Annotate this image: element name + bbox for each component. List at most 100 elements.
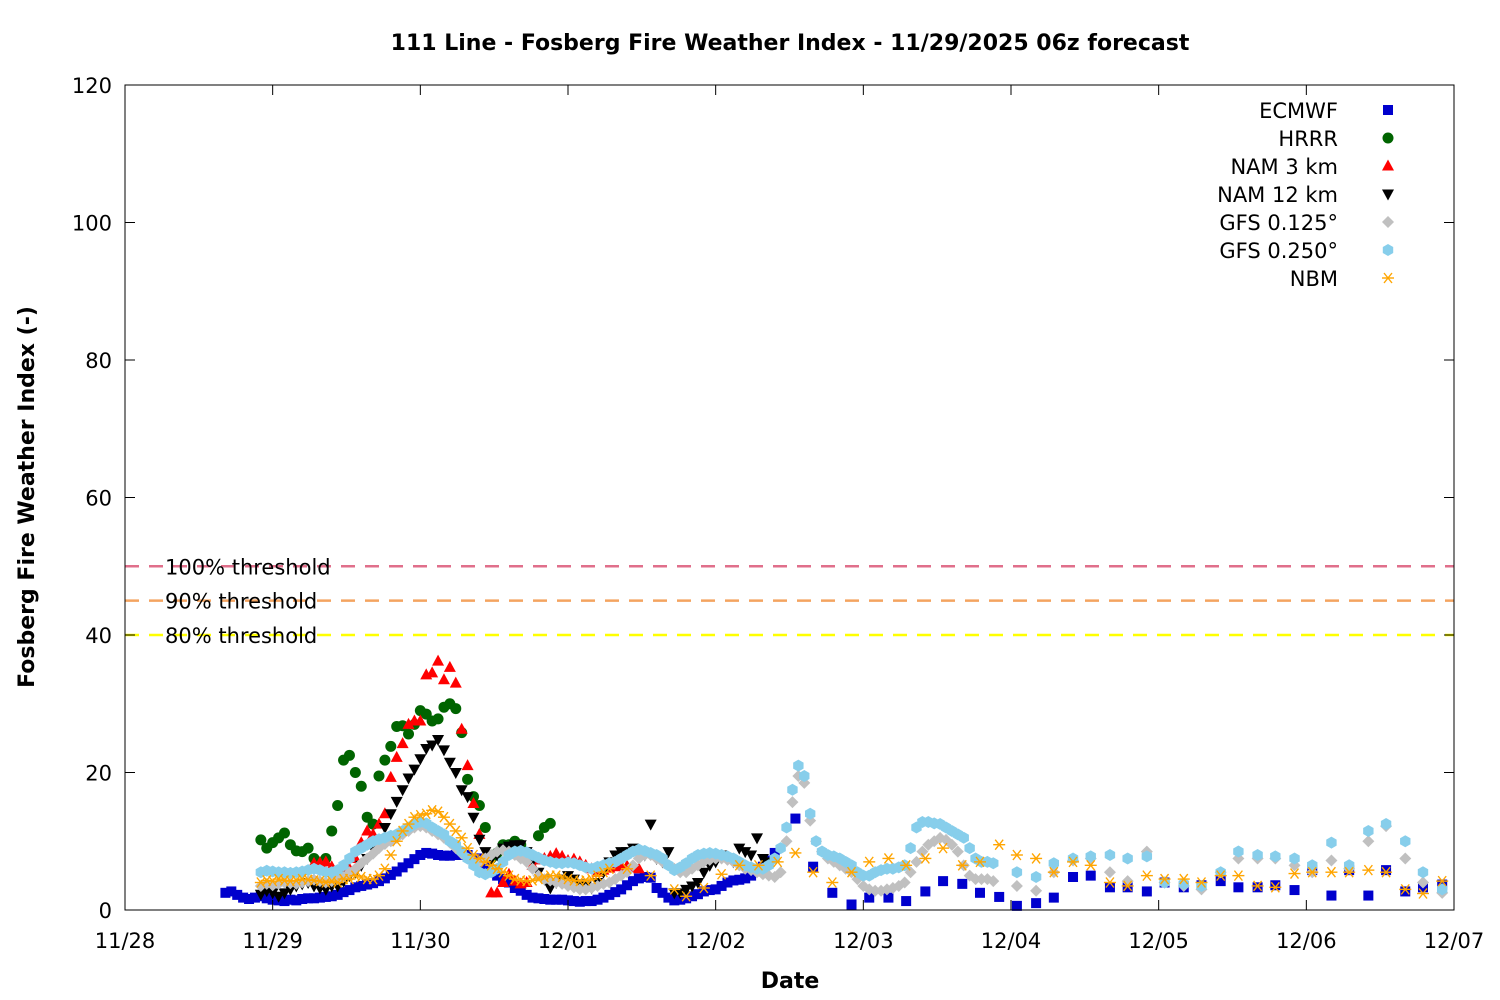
data-point	[1363, 890, 1374, 901]
data-point	[586, 896, 597, 907]
data-point	[443, 818, 456, 830]
data-point	[680, 884, 693, 896]
data-point	[644, 819, 657, 831]
data-point	[1195, 877, 1208, 888]
data-point	[1399, 883, 1412, 895]
data-point	[1325, 854, 1338, 867]
data-point	[910, 855, 923, 868]
data-point	[633, 873, 644, 884]
data-point	[1363, 824, 1374, 837]
data-point	[433, 850, 444, 860]
data-point	[1214, 870, 1227, 882]
data-point	[1141, 850, 1153, 863]
data-point	[503, 877, 514, 888]
data-point	[421, 847, 432, 858]
data-point	[580, 896, 591, 907]
data-point	[509, 883, 520, 893]
data-point	[1289, 885, 1300, 896]
data-point	[1233, 845, 1244, 858]
data-point	[384, 849, 397, 861]
chart-title: 111 Line - Fosberg Fire Weather Index - …	[391, 31, 1190, 56]
data-point	[1140, 870, 1153, 882]
data-point	[362, 879, 373, 890]
data-point	[272, 891, 285, 903]
data-point	[1400, 886, 1411, 897]
x-tick-label: 11/30	[390, 929, 451, 953]
data-point	[863, 856, 876, 868]
data-point	[919, 853, 932, 864]
data-point	[356, 880, 367, 891]
data-point	[385, 740, 397, 752]
data-point	[314, 892, 325, 903]
data-point	[432, 654, 445, 666]
data-point	[592, 894, 603, 905]
data-point	[267, 894, 278, 905]
y-tick-label: 20	[85, 762, 112, 786]
data-point	[905, 842, 916, 855]
y-tick-label: 100	[72, 212, 112, 236]
data-point	[461, 759, 474, 771]
data-point	[1325, 866, 1338, 878]
data-point	[622, 880, 633, 891]
data-point	[338, 887, 349, 898]
data-point	[1380, 818, 1392, 831]
data-point	[1289, 852, 1300, 865]
data-point	[409, 854, 420, 865]
data-point	[426, 740, 439, 752]
data-point	[787, 783, 798, 796]
data-point	[1010, 879, 1023, 892]
data-point	[350, 882, 361, 893]
data-point	[663, 892, 674, 903]
data-point	[1121, 880, 1134, 892]
data-point	[938, 876, 949, 887]
data-point	[598, 892, 609, 903]
legend-marker	[1382, 159, 1394, 171]
data-point	[775, 842, 786, 855]
legend-marker	[1382, 244, 1394, 256]
data-point	[739, 847, 752, 859]
data-point	[603, 863, 616, 875]
x-tick-label: 11/29	[242, 929, 303, 953]
data-point	[532, 830, 544, 842]
data-point	[1031, 898, 1042, 909]
threshold-lines: 100% threshold 90% threshold 80% threshold	[125, 555, 1454, 648]
data-point	[883, 892, 894, 903]
data-point	[450, 850, 461, 860]
data-point	[574, 896, 585, 907]
data-point	[420, 743, 433, 755]
data-point	[438, 850, 449, 861]
data-point	[467, 812, 480, 824]
threshold-label: 90% threshold	[165, 590, 317, 614]
data-point	[1251, 880, 1264, 892]
data-point	[680, 890, 693, 902]
data-point	[993, 839, 1006, 851]
data-point	[232, 889, 243, 900]
x-tick-label: 11/28	[95, 929, 156, 953]
data-point	[432, 806, 445, 818]
data-point	[297, 894, 308, 904]
x-axis-label: Date	[761, 969, 820, 994]
data-point	[455, 832, 468, 844]
data-point	[994, 891, 1005, 902]
data-point	[900, 859, 913, 871]
data-point	[415, 850, 426, 860]
data-point	[449, 768, 462, 779]
data-point	[1399, 852, 1412, 865]
data-point	[657, 887, 668, 898]
data-point	[544, 883, 557, 895]
data-point	[604, 889, 615, 900]
data-point	[378, 863, 391, 875]
data-point	[958, 831, 969, 844]
data-point	[455, 722, 468, 734]
series-nbm	[254, 804, 1449, 902]
data-point	[1121, 875, 1134, 888]
data-point	[1416, 876, 1429, 889]
data-point	[681, 893, 692, 904]
data-point	[1380, 866, 1393, 878]
data-point	[752, 859, 765, 871]
data-point	[1270, 850, 1281, 863]
data-point	[1233, 882, 1244, 893]
data-point	[987, 875, 1000, 888]
x-tick-label: 12/01	[538, 929, 599, 953]
data-point	[1232, 870, 1245, 882]
